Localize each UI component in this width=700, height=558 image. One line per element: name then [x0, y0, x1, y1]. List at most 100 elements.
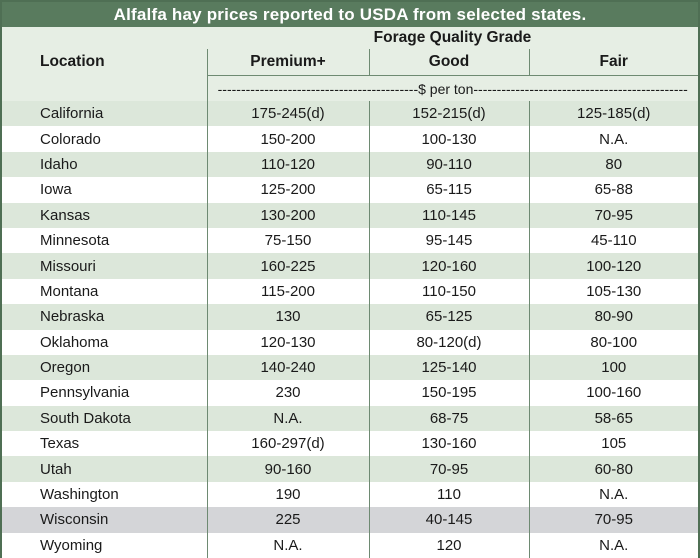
good-cell: 100-130	[368, 126, 529, 152]
table-row: Nebraska 130 65-125 80-90	[2, 304, 698, 330]
good-cell: 65-115	[368, 177, 529, 203]
location-cell: Oklahoma	[2, 329, 207, 355]
location-cell: Washington	[2, 481, 207, 508]
premium-cell: 130	[206, 304, 369, 330]
table-row: Montana 115-200 110-150 105-130	[2, 278, 698, 305]
good-cell: 152-215(d)	[368, 101, 529, 127]
fair-cell: N.A.	[528, 126, 698, 152]
good-cell: 110-150	[368, 278, 529, 305]
fair-cell: 80-100	[528, 329, 698, 355]
premium-cell: 120-130	[206, 329, 369, 355]
table-row: Washington 190 110 N.A.	[2, 481, 698, 508]
good-cell: 80-120(d)	[368, 329, 529, 355]
premium-cell: 150-200	[206, 126, 369, 152]
table-row: Oklahoma 120-130 80-120(d) 80-100	[2, 329, 698, 355]
fair-cell: 80	[528, 151, 698, 178]
location-cell: Texas	[2, 431, 207, 457]
premium-cell: N.A.	[206, 405, 369, 432]
location-cell: South Dakota	[2, 405, 207, 432]
unit-spacer	[2, 76, 207, 102]
premium-cell: 160-297(d)	[206, 431, 369, 457]
good-header: Good	[368, 49, 529, 76]
location-header: Location	[40, 53, 105, 71]
good-cell: 120	[368, 532, 529, 558]
location-cell: California	[2, 101, 207, 127]
good-cell: 120-160	[368, 253, 529, 279]
location-cell: Utah	[2, 456, 207, 482]
unit-label: ----------------------------------------…	[206, 75, 698, 101]
good-cell: 125-140	[368, 354, 529, 381]
price-table: Forage Quality Grade Location Premium+ G…	[2, 27, 698, 558]
fair-cell: 70-95	[528, 507, 698, 533]
fair-cell: 100-160	[528, 380, 698, 406]
fair-cell: 100-120	[528, 253, 698, 279]
fair-cell: 125-185(d)	[528, 101, 698, 127]
premium-cell: 90-160	[206, 456, 369, 482]
grade-group-header: Forage Quality Grade	[373, 29, 532, 46]
fair-cell: 100	[528, 354, 698, 381]
fair-cell: N.A.	[528, 532, 698, 558]
fair-cell: 105-130	[528, 278, 698, 305]
table-row: Missouri 160-225 120-160 100-120	[2, 253, 698, 279]
premium-cell: 125-200	[206, 177, 369, 203]
premium-cell: 110-120	[206, 151, 369, 178]
table-row: Idaho 110-120 90-110 80	[2, 151, 698, 178]
good-cell: 95-145	[368, 227, 529, 254]
good-cell: 110-145	[368, 202, 529, 228]
good-cell: 90-110	[368, 151, 529, 178]
fair-cell: 70-95	[528, 202, 698, 228]
premium-cell: 230	[206, 380, 369, 406]
fair-cell: 45-110	[528, 227, 698, 254]
table-row: Minnesota 75-150 95-145 45-110	[2, 227, 698, 254]
premium-cell: 190	[206, 481, 369, 508]
premium-cell: 175-245(d)	[206, 101, 369, 127]
premium-cell: 130-200	[206, 202, 369, 228]
table-row: Utah 90-160 70-95 60-80	[2, 456, 698, 482]
header-spacer	[2, 27, 207, 49]
location-cell: Kansas	[2, 202, 207, 228]
table-row: Colorado 150-200 100-130 N.A.	[2, 126, 698, 152]
good-cell: 40-145	[368, 507, 529, 533]
location-cell: Missouri	[2, 253, 207, 279]
good-cell: 110	[368, 481, 529, 508]
location-cell: Idaho	[2, 151, 207, 178]
premium-cell: 140-240	[206, 354, 369, 381]
premium-cell: 75-150	[206, 227, 369, 254]
fair-cell: N.A.	[528, 481, 698, 508]
premium-cell: 225	[206, 507, 369, 533]
table-row: Wisconsin 225 40-145 70-95	[2, 507, 698, 533]
table-row: California 175-245(d) 152-215(d) 125-185(d)	[2, 101, 698, 127]
header-row-unit: ----------------------------------------…	[2, 75, 698, 102]
table-row: Oregon 140-240 125-140 100	[2, 354, 698, 381]
table-row: Iowa 125-200 65-115 65-88	[2, 177, 698, 203]
good-cell: 70-95	[368, 456, 529, 482]
location-cell: Pennsylvania	[2, 380, 207, 406]
good-cell: 130-160	[368, 431, 529, 457]
fair-header: Fair	[528, 49, 698, 76]
table-row: Pennsylvania 230 150-195 100-160	[2, 380, 698, 406]
table-row: Kansas 130-200 110-145 70-95	[2, 202, 698, 228]
header-row-group: Forage Quality Grade	[2, 27, 698, 49]
header-row-columns: Location Premium+ Good Fair	[2, 49, 698, 76]
fair-cell: 60-80	[528, 456, 698, 482]
good-cell: 150-195	[368, 380, 529, 406]
location-cell: Nebraska	[2, 304, 207, 330]
fair-cell: 105	[528, 431, 698, 457]
table-row: South Dakota N.A. 68-75 58-65	[2, 405, 698, 432]
premium-cell: 115-200	[206, 278, 369, 305]
table-row: Wyoming N.A. 120 N.A.	[2, 532, 698, 558]
fair-cell: 58-65	[528, 405, 698, 432]
premium-cell: N.A.	[206, 532, 369, 558]
fair-cell: 65-88	[528, 177, 698, 203]
premium-cell: 160-225	[206, 253, 369, 279]
location-cell: Montana	[2, 278, 207, 305]
good-cell: 68-75	[368, 405, 529, 432]
premium-header: Premium+	[206, 49, 369, 76]
table-row: Texas 160-297(d) 130-160 105	[2, 431, 698, 457]
location-cell: Wisconsin	[2, 507, 207, 533]
location-cell: Wyoming	[2, 532, 207, 558]
table-title: Alfalfa hay prices reported to USDA from…	[2, 2, 698, 27]
location-cell: Minnesota	[2, 227, 207, 254]
location-cell: Colorado	[2, 126, 207, 152]
